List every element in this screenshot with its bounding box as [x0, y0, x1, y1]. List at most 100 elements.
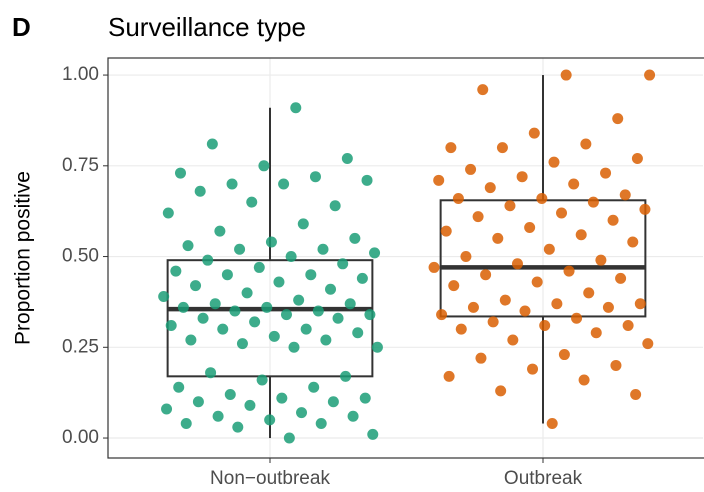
point: [556, 207, 568, 219]
point: [265, 236, 277, 248]
point: [347, 410, 359, 422]
point: [543, 243, 555, 255]
point: [487, 316, 499, 328]
point: [499, 294, 511, 306]
point: [290, 102, 302, 114]
point: [583, 287, 595, 299]
point: [551, 298, 563, 310]
y-tick-label: 0.00: [62, 427, 99, 448]
point: [349, 232, 361, 244]
y-axis-title: Proportion positive: [12, 171, 35, 345]
point: [644, 69, 656, 81]
point: [209, 298, 221, 310]
point: [158, 290, 170, 302]
point: [174, 167, 186, 179]
point: [627, 236, 639, 248]
point: [288, 341, 300, 353]
point: [293, 294, 305, 306]
point: [190, 280, 202, 292]
point: [315, 418, 327, 430]
point: [511, 258, 523, 270]
point: [173, 381, 185, 393]
point: [308, 381, 320, 393]
point: [205, 367, 217, 379]
point: [329, 200, 341, 212]
point: [161, 403, 173, 415]
point: [587, 196, 599, 208]
point: [253, 261, 265, 273]
point: [170, 265, 182, 277]
point: [595, 254, 607, 266]
point: [283, 432, 295, 444]
point: [528, 127, 540, 139]
point: [536, 192, 548, 204]
point: [548, 156, 560, 168]
point: [371, 341, 383, 353]
point: [560, 69, 572, 81]
point: [214, 225, 226, 237]
point: [268, 330, 280, 342]
point: [337, 258, 349, 270]
point: [221, 269, 233, 281]
point: [607, 214, 619, 226]
point: [241, 287, 253, 299]
point: [496, 142, 508, 154]
panel-label: D: [12, 12, 31, 42]
point: [480, 269, 492, 281]
point: [192, 396, 204, 408]
point: [165, 320, 177, 332]
point: [305, 269, 317, 281]
point: [197, 312, 209, 324]
x-tick-label: Non−outbreak: [210, 468, 330, 489]
point: [472, 211, 484, 223]
point: [296, 407, 308, 419]
point: [527, 363, 539, 375]
point: [602, 301, 614, 313]
point: [182, 240, 194, 252]
x-tick-label: Outbreak: [504, 468, 583, 489]
point: [317, 243, 329, 255]
point: [244, 399, 256, 411]
point: [297, 218, 309, 230]
point: [563, 265, 575, 277]
point: [232, 421, 244, 433]
point: [630, 388, 642, 400]
point: [256, 374, 268, 386]
point: [578, 374, 590, 386]
chart-title: Surveillance type: [108, 12, 306, 42]
point: [477, 84, 489, 96]
point: [352, 327, 364, 339]
point: [226, 178, 238, 190]
y-tick-label: 1.00: [62, 64, 99, 85]
point: [492, 232, 504, 244]
point: [206, 138, 218, 150]
point: [571, 312, 583, 324]
point: [212, 410, 224, 422]
point: [224, 388, 236, 400]
point: [631, 153, 643, 165]
point: [634, 298, 646, 310]
point: [194, 185, 206, 197]
point: [258, 160, 270, 172]
point: [452, 192, 464, 204]
point: [234, 243, 246, 255]
point: [642, 338, 654, 350]
point: [202, 254, 214, 266]
point: [600, 167, 612, 179]
point: [229, 305, 241, 317]
point: [519, 305, 531, 317]
point: [465, 163, 477, 175]
point: [236, 338, 248, 350]
point: [246, 196, 258, 208]
point: [558, 349, 570, 361]
y-tick-label: 0.25: [62, 336, 99, 357]
point: [185, 334, 197, 346]
point: [280, 309, 292, 321]
point: [539, 320, 551, 332]
point: [261, 301, 273, 313]
point: [433, 174, 445, 186]
point: [356, 272, 368, 284]
point: [327, 396, 339, 408]
point: [428, 261, 440, 273]
point: [180, 418, 192, 430]
